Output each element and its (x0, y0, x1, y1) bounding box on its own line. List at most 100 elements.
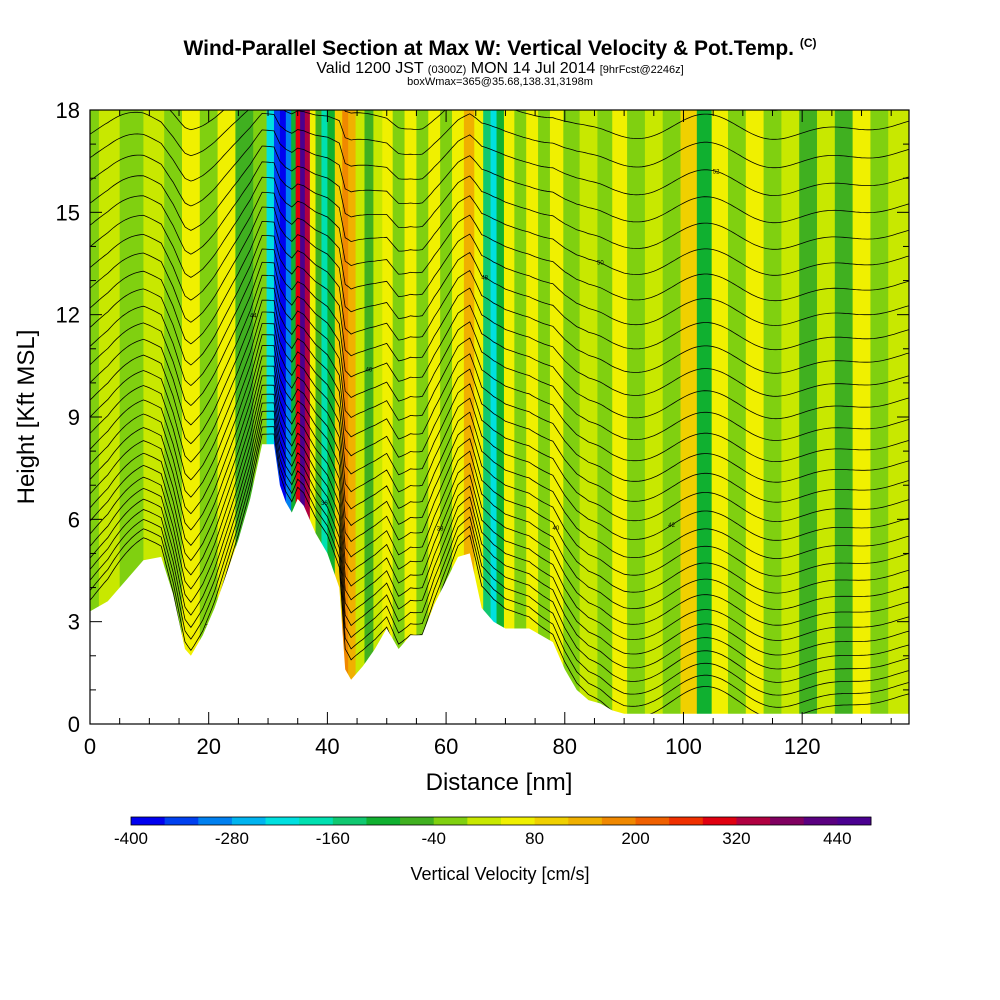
isentrope-line (90, 110, 909, 169)
isentrope-label: 36 (321, 501, 328, 507)
isentrope-label: 44 (250, 314, 257, 320)
colorbar-swatch (299, 817, 334, 825)
forecast-info: [9hrFcst@2246z] (599, 64, 684, 76)
y-tick-label: 12 (56, 303, 80, 328)
colorbar-tick-label: 440 (823, 829, 851, 848)
velocity-band (279, 110, 287, 724)
isentrope-line (90, 345, 909, 577)
isentrope-line (90, 323, 909, 541)
isentrope-line (90, 112, 909, 196)
isentrope-line (90, 365, 909, 610)
velocity-band (526, 110, 539, 724)
colorbar-swatch (803, 817, 838, 825)
velocity-band (817, 110, 836, 724)
isentrope-line (90, 110, 909, 140)
colorbar-swatch (433, 817, 468, 825)
velocity-band (834, 110, 854, 724)
velocity-band (334, 110, 343, 724)
velocity-band (327, 110, 336, 724)
isentrope-line (90, 42, 909, 51)
isentrope-line (90, 299, 909, 503)
isentrope-line (90, 410, 909, 683)
colorbar-swatch (400, 817, 435, 825)
x-tick-label: 0 (84, 734, 96, 759)
potential-temperature-contours: 343638404244464850525456 (90, 40, 909, 720)
colorbar-swatch (231, 817, 266, 825)
velocity-band (496, 110, 505, 724)
colorbar-tick-label: -400 (114, 829, 148, 848)
colorbar-tick-label: 200 (621, 829, 649, 848)
y-tick-label: 6 (68, 507, 80, 532)
velocity-band (799, 110, 818, 724)
colorbar-swatch (164, 817, 199, 825)
velocity-band (304, 110, 311, 724)
isentrope-label: 46 (366, 368, 373, 374)
velocity-band (463, 110, 475, 724)
velocity-band (416, 110, 429, 724)
velocity-band (680, 110, 698, 724)
velocity-band (781, 110, 800, 724)
colorbar-swatch (467, 817, 502, 825)
isentrope-label: 56 (410, 40, 417, 46)
isentrope-line (90, 191, 909, 326)
velocity-band (373, 110, 383, 724)
colorbar-tick-label: -40 (421, 829, 446, 848)
y-axis-label: Height [Kft MSL] (13, 330, 40, 505)
isentrope-line (90, 161, 909, 276)
colorbar-swatch (131, 817, 166, 825)
colorbar-swatch (265, 817, 300, 825)
velocity-band (291, 110, 297, 724)
isentrope-line (90, 426, 909, 708)
isentrope-line (90, 384, 909, 641)
velocity-band (644, 110, 664, 724)
isentrope-line (90, 274, 909, 462)
velocity-band (483, 110, 492, 724)
velocity-band (321, 110, 328, 724)
isentrope-line (90, 145, 909, 250)
colorbar-swatch (635, 817, 670, 825)
isentrope-line (90, 393, 909, 656)
isentrope-line (90, 220, 909, 374)
velocity-band (342, 110, 349, 724)
colorbar-frame (130, 816, 872, 826)
y-tick-label: 0 (68, 712, 80, 737)
isentrope-line (90, 334, 909, 559)
utc-time: (0300Z) (427, 64, 467, 76)
velocity-band (285, 110, 292, 724)
isentrope-line (90, 248, 909, 420)
copyright-mark: (C) (799, 36, 817, 50)
velocity-band (662, 110, 682, 724)
colorbar-swatch (736, 817, 771, 825)
colorbar-label: Vertical Velocity [cm/s] (410, 864, 589, 884)
velocity-band (474, 110, 484, 724)
x-tick-label: 60 (434, 734, 458, 759)
isentrope-line (90, 261, 909, 441)
colorbar-swatch (366, 817, 401, 825)
colorbar-swatch (837, 817, 872, 825)
velocity-band (309, 110, 317, 724)
colorbar-swatch (332, 817, 367, 825)
x-tick-label: 80 (553, 734, 577, 759)
y-tick-label: 9 (68, 405, 80, 430)
velocity-band (181, 110, 201, 724)
isentrope-line (90, 176, 909, 302)
velocity-band (503, 110, 515, 724)
colorbar-tick-label: -160 (316, 829, 350, 848)
velocity-band (392, 110, 406, 724)
valid-time: Valid 1200 JST (0300Z) MON 14 Jul 2014 [… (0, 60, 1000, 78)
y-tick-label: 18 (56, 98, 80, 123)
valid-prefix: Valid 1200 JST (316, 60, 424, 77)
x-tick-label: 120 (784, 734, 821, 759)
isentrope-label: 48 (481, 275, 488, 281)
isentrope-line (90, 375, 909, 626)
colorbar-tick-label: -280 (215, 829, 249, 848)
velocity-band (711, 110, 729, 724)
velocity-band (579, 110, 599, 724)
velocity-band (98, 110, 121, 724)
colorbar: -400 -280 -160 -40 80 200 320 440 (114, 816, 872, 848)
isentrope-line (90, 355, 909, 594)
velocity-band (745, 110, 765, 724)
isentrope-line (635, 110, 783, 111)
isentrope-line (90, 206, 909, 351)
box-info: boxWmax=365@35.68,138.31,3198m (407, 76, 593, 88)
